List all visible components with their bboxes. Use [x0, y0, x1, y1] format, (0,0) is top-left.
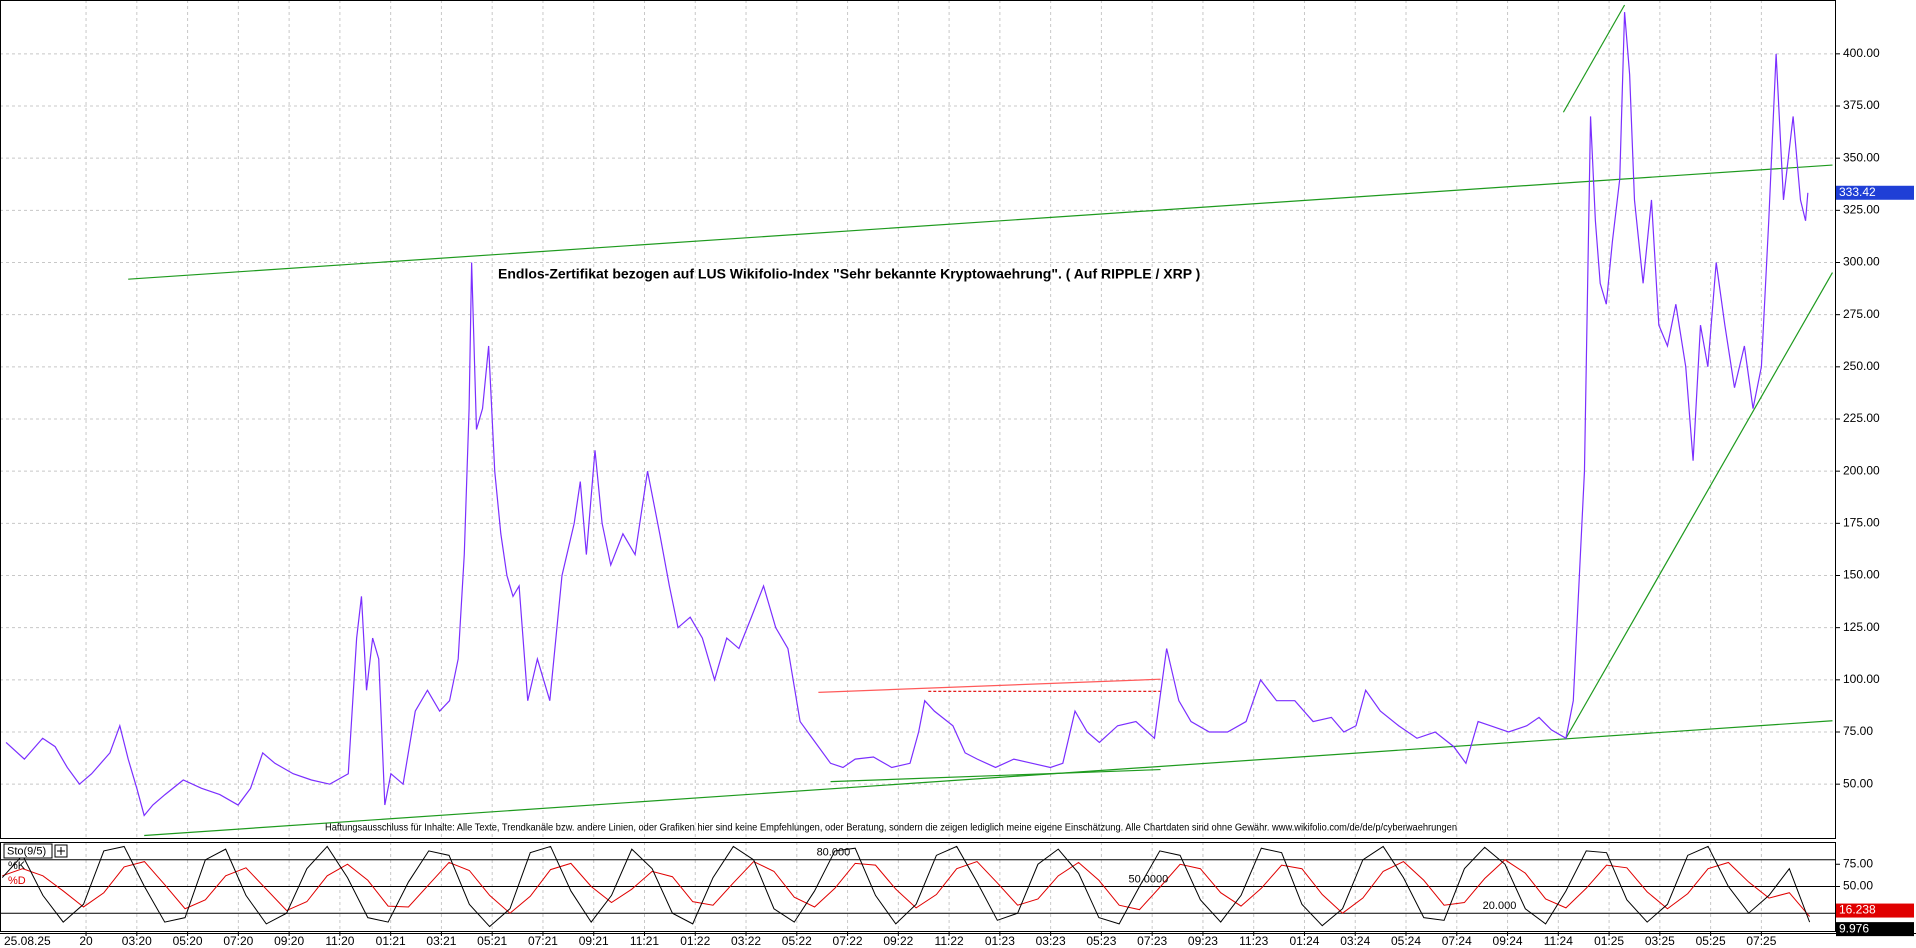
x-tick-label: 11:21: [630, 934, 659, 948]
date-label: 25.08.25: [4, 934, 51, 948]
stochastic-title-box: [3, 843, 53, 859]
x-tick-label: 07:24: [1442, 934, 1472, 948]
y-tick-label: 75.00: [1843, 724, 1873, 738]
y-tick-label: 225.00: [1843, 411, 1880, 425]
y-tick-label: 350.00: [1843, 150, 1880, 164]
x-tick-label: 09:20: [274, 934, 304, 948]
value-box: [1836, 185, 1914, 200]
value-box: [1836, 903, 1914, 918]
trendline: [1565, 272, 1833, 739]
value-label: 333.42: [1839, 185, 1876, 199]
x-tick-label: 07:20: [223, 934, 253, 948]
x-tick-label: 03:21: [426, 934, 456, 948]
reference-label: 50.0000: [1129, 873, 1169, 885]
x-tick-label: 07:23: [1137, 934, 1167, 948]
x-tick-label: 03:25: [1645, 934, 1675, 948]
value-box: [1836, 922, 1914, 937]
y-tick-label: 200.00: [1843, 463, 1880, 477]
y-tick-label: 100.00: [1843, 672, 1880, 686]
x-tick-label: 05:23: [1086, 934, 1116, 948]
x-tick-label: 03:20: [122, 934, 152, 948]
x-tick-label: 11:20: [325, 934, 354, 948]
oscillator-line: [2, 859, 1811, 917]
chart-title: Endlos-Zertifikat bezogen auf LUS Wikifo…: [498, 266, 1200, 282]
x-tick-label: 01:25: [1594, 934, 1624, 948]
x-tick-label: 07:21: [528, 934, 558, 948]
x-tick-label: 01:23: [985, 934, 1015, 948]
x-tick-label: 07:25: [1746, 934, 1776, 948]
price-line: [5, 12, 1809, 817]
oscillator-line: [1, 845, 1811, 928]
x-tick-label: 05:25: [1696, 934, 1726, 948]
y-tick-label: 75.00: [1843, 856, 1873, 870]
trendline: [830, 768, 1161, 783]
y-tick-label: 300.00: [1843, 255, 1880, 269]
y-tick-label: 325.00: [1843, 203, 1880, 217]
x-tick-label: 09:21: [579, 934, 609, 948]
x-tick-label: 05:21: [477, 934, 507, 948]
legend-d: %D: [8, 875, 26, 887]
x-tick-label: 11:24: [1544, 934, 1573, 948]
trendline: [1562, 4, 1626, 113]
marks: 333.42 9.976 16.238: [1, 4, 1914, 937]
x-tick-label: 03:22: [731, 934, 761, 948]
x-tick-label: 11:23: [1239, 934, 1268, 948]
x-tick-label: 11:22: [935, 934, 964, 948]
x-tick-label: 09:23: [1188, 934, 1218, 948]
trendline: [144, 720, 1833, 837]
y-tick-label: 250.00: [1843, 359, 1880, 373]
y-tick-label: 50.00: [1843, 879, 1873, 893]
value-label: 16.238: [1839, 903, 1876, 917]
x-tick-label: 05:24: [1391, 934, 1421, 948]
disclaimer: Haftungsausschluss für Inhalte: Alle Tex…: [325, 823, 1457, 834]
add-icon: [57, 847, 65, 855]
trendline: [818, 678, 1161, 693]
x-tick-label: 09:22: [883, 934, 913, 948]
x-tick-label: 05:22: [782, 934, 812, 948]
y-tick-label: 175.00: [1843, 516, 1880, 530]
reference-label: 20.000: [1483, 900, 1517, 912]
y-tick-label: 400.00: [1843, 46, 1880, 60]
x-tick-label: 01:21: [376, 934, 406, 948]
stochastic-title: Sto(9/5): [7, 845, 46, 857]
x-tick-label: 03:23: [1036, 934, 1066, 948]
y-tick-label: 50.00: [1843, 776, 1873, 790]
x-tick-label: 05:20: [173, 934, 203, 948]
x-tick-label: 20: [79, 934, 93, 948]
x-tick-label: 09:24: [1493, 934, 1523, 948]
y-tick-label: 375.00: [1843, 98, 1880, 112]
x-tick-label: 07:22: [833, 934, 863, 948]
y-tick-label: 275.00: [1843, 307, 1880, 321]
value-label: 9.976: [1839, 921, 1869, 935]
reference-label: 80.000: [817, 847, 851, 859]
y-tick-label: 150.00: [1843, 568, 1880, 582]
legend-k: %K: [8, 860, 26, 872]
y-tick-label: 125.00: [1843, 620, 1880, 634]
trendline: [128, 164, 1833, 280]
x-tick-label: 03:24: [1340, 934, 1370, 948]
x-tick-label: 01:22: [680, 934, 710, 948]
x-tick-label: 01:24: [1289, 934, 1319, 948]
